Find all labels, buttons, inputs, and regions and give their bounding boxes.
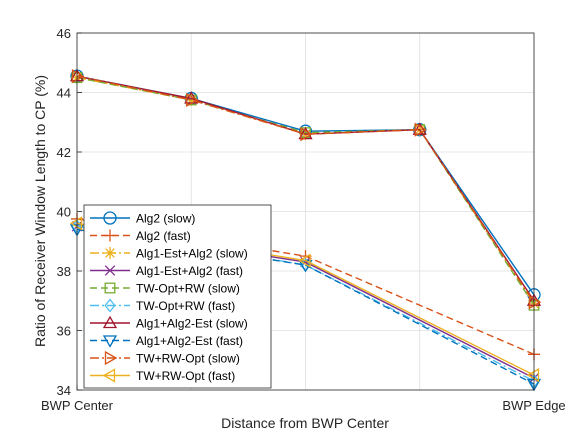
legend-entry: Alg1-Est+Alg2 (slow) [90, 247, 248, 261]
legend-entry: Alg1+Alg2-Est (slow) [90, 315, 248, 331]
y-tick-label: 36 [57, 324, 71, 339]
legend-marker [102, 315, 118, 329]
legend-entry: TW+RW-Opt (slow) [90, 350, 240, 366]
legend-marker [103, 211, 117, 225]
data-point [300, 127, 313, 142]
legend-label: Alg1+Alg2-Est (slow) [136, 317, 248, 331]
legend-entry: Alg1-Est+Alg2 (fast) [90, 264, 243, 278]
x-tick-label: BWP Edge [502, 398, 565, 413]
legend-marker [102, 335, 118, 348]
legend-label: TW-Opt+RW (fast) [136, 299, 235, 313]
data-point [414, 122, 428, 137]
legend-entry: TW-Opt+RW (slow) [90, 282, 240, 296]
legend-marker [104, 265, 116, 276]
legend-marker [104, 282, 116, 294]
y-tick-label: 42 [57, 145, 71, 160]
legend-marker [104, 229, 116, 242]
legend-entry: Alg2 (fast) [90, 229, 191, 243]
axis-ticks: 34 36 38 40 42 44 46 BWP Center BWP Edge [41, 26, 566, 413]
y-tick-label: 44 [57, 86, 71, 101]
y-axis-label: Ratio of Receiver Window Length to CP (%… [32, 75, 48, 347]
legend-label: Alg2 (slow) [136, 212, 195, 226]
y-tick-label: 34 [57, 383, 71, 398]
legend-label: Alg1-Est+Alg2 (fast) [136, 264, 243, 278]
legend-label: Alg2 (fast) [136, 229, 191, 243]
y-tick-label: 46 [57, 26, 71, 41]
legend-entry: TW-Opt+RW (fast) [90, 298, 235, 313]
data-point [412, 122, 427, 135]
legend-entry: Alg2 (slow) [90, 211, 195, 226]
y-tick-label: 38 [57, 264, 71, 279]
data-point [298, 253, 311, 268]
legend-label: Alg1+Alg2-Est (fast) [136, 334, 243, 348]
data-point [526, 368, 540, 383]
y-tick-label: 40 [57, 205, 71, 220]
legend-marker [102, 368, 116, 383]
data-point [69, 216, 83, 231]
data-point [71, 69, 85, 84]
x-axis-label: Distance from BWP Center [221, 415, 389, 431]
legend-entry: TW+RW-Opt (fast) [90, 368, 235, 383]
data-point [186, 92, 199, 108]
legend-label: TW+RW-Opt (slow) [136, 352, 240, 366]
legend-marker [104, 247, 116, 259]
series-8 [71, 69, 542, 310]
legend-label: Alg1-Est+Alg2 (slow) [136, 247, 248, 261]
series-line [76, 75, 535, 302]
data-point [528, 295, 542, 310]
legend: Alg2 (slow) Alg2 (fast) Alg1-Est+Alg2 (slo… [83, 204, 272, 389]
legend-label: TW+RW-Opt (fast) [136, 369, 235, 383]
legend-marker [104, 298, 116, 313]
legend-entry: Alg1+Alg2-Est (fast) [90, 334, 243, 348]
legend-marker [104, 350, 118, 366]
legend-label: TW-Opt+RW (slow) [136, 282, 240, 296]
x-tick-label: BWP Center [41, 398, 114, 413]
